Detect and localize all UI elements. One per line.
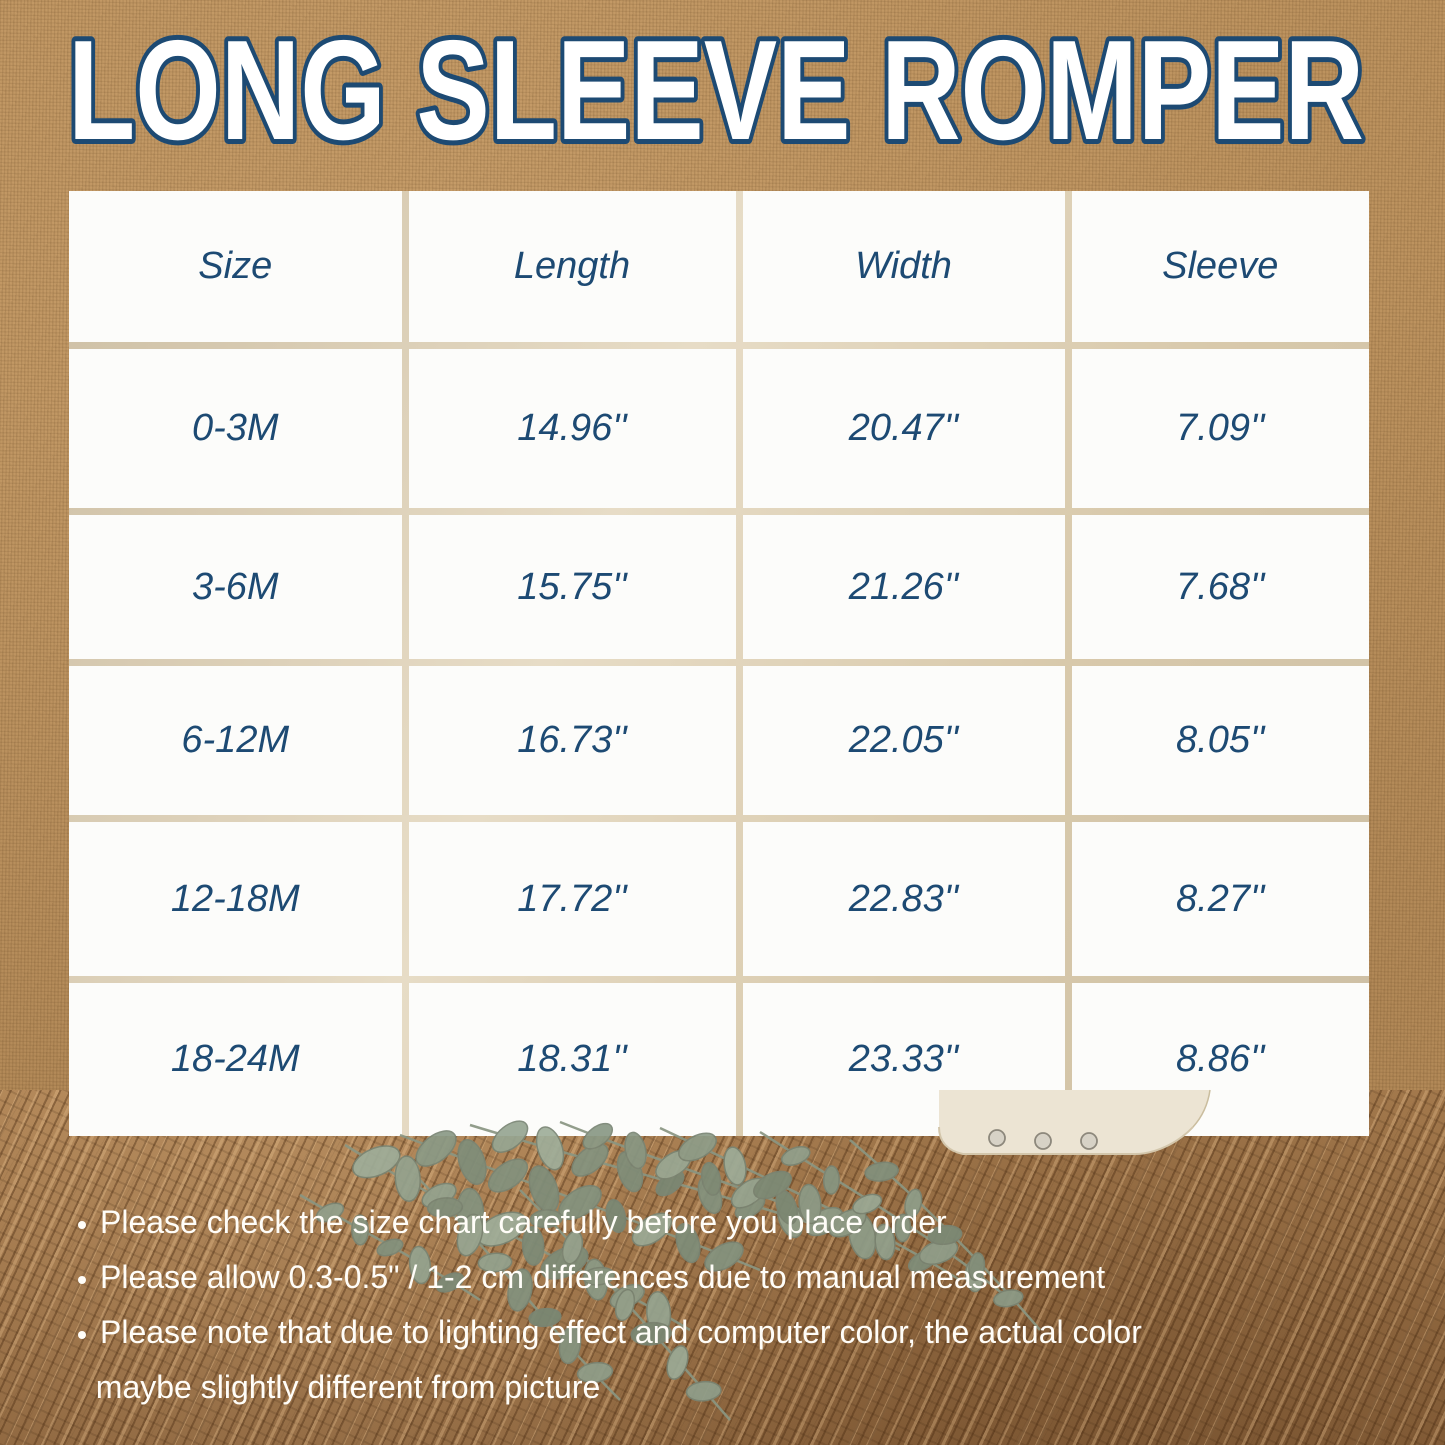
svg-text:LONG SLEEVE ROMPER: LONG SLEEVE ROMPER xyxy=(68,11,1364,170)
